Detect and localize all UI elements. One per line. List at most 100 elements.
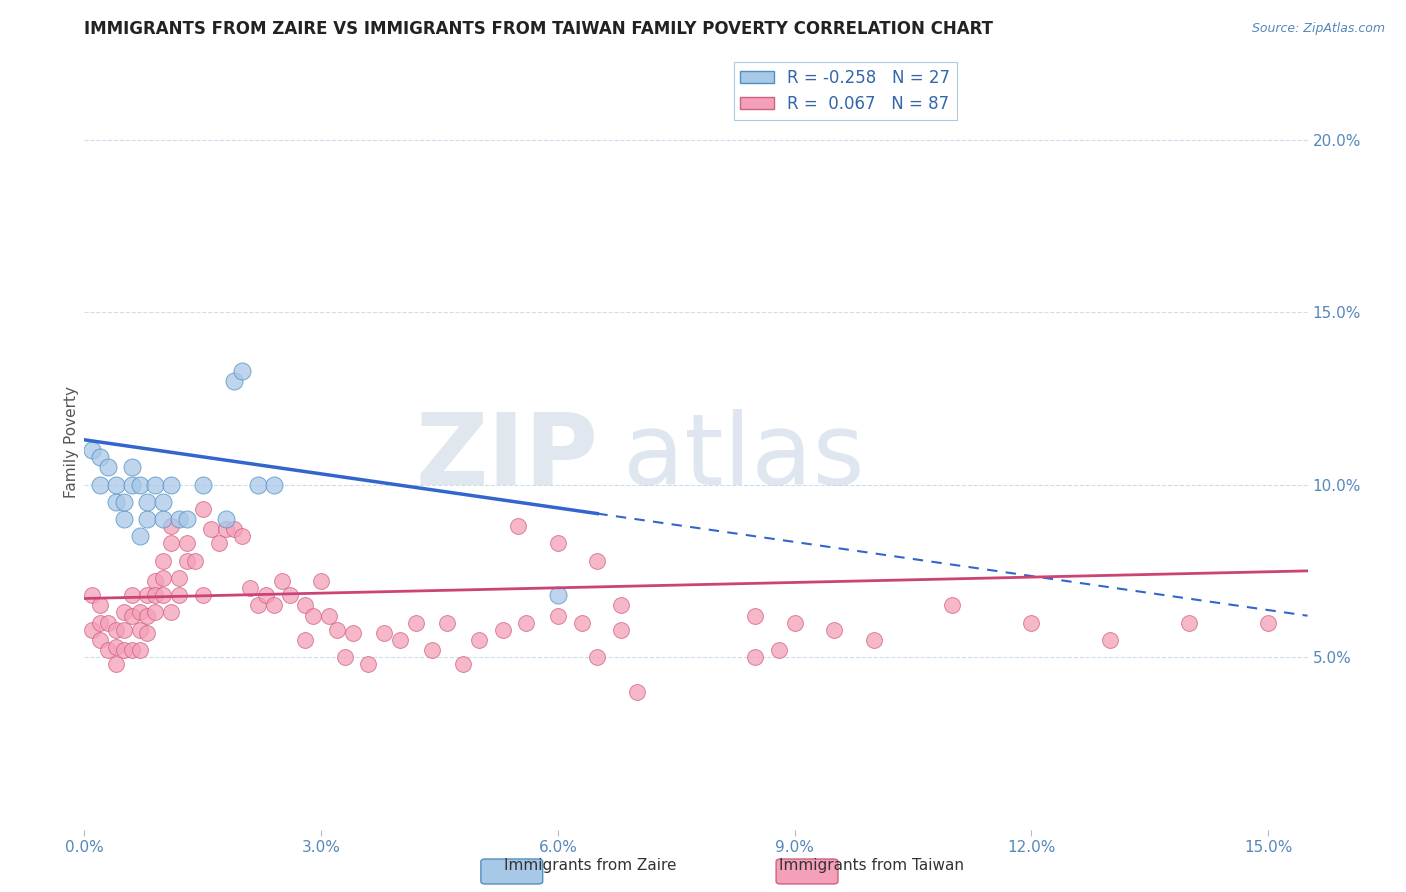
Point: [104, 657, 127, 671]
Point: [82, 588, 104, 602]
Point: [112, 495, 135, 509]
Point: [104, 477, 127, 491]
Point: [294, 632, 316, 647]
Point: [309, 574, 332, 589]
Point: [586, 650, 609, 665]
Y-axis label: Family Poverty: Family Poverty: [63, 385, 79, 498]
Legend: R = -0.258   N = 27, R =  0.067   N = 87: R = -0.258 N = 27, R = 0.067 N = 87: [734, 62, 956, 120]
Point: [112, 623, 135, 637]
Point: [160, 536, 183, 550]
Point: [246, 477, 269, 491]
Point: [326, 623, 349, 637]
Point: [176, 536, 198, 550]
Point: [191, 477, 214, 491]
Point: [128, 529, 150, 543]
Point: [200, 523, 222, 537]
Point: [1178, 615, 1201, 630]
Point: [231, 364, 253, 378]
Point: [941, 599, 963, 613]
Point: [145, 605, 167, 619]
Point: [89, 632, 111, 647]
Point: [152, 571, 174, 585]
Point: [547, 588, 569, 602]
Point: [176, 512, 198, 526]
Point: [97, 643, 120, 657]
Point: [420, 643, 443, 657]
Point: [82, 443, 104, 458]
Point: [121, 477, 143, 491]
Point: [160, 477, 183, 491]
Point: [823, 623, 845, 637]
Point: [610, 623, 633, 637]
Point: [278, 588, 301, 602]
Point: [547, 608, 569, 623]
Point: [405, 615, 427, 630]
Point: [547, 536, 569, 550]
Point: [104, 623, 127, 637]
Point: [176, 553, 198, 567]
Point: [491, 623, 513, 637]
Point: [744, 650, 766, 665]
Point: [128, 623, 150, 637]
Point: [207, 536, 229, 550]
Text: atlas: atlas: [623, 409, 865, 506]
Point: [768, 643, 790, 657]
Point: [121, 643, 143, 657]
Point: [862, 632, 884, 647]
Point: [318, 608, 340, 623]
Point: [121, 588, 143, 602]
Point: [263, 477, 285, 491]
Point: [152, 512, 174, 526]
Point: [152, 553, 174, 567]
Point: [97, 460, 120, 475]
Text: Source: ZipAtlas.com: Source: ZipAtlas.com: [1251, 22, 1385, 36]
Point: [128, 477, 150, 491]
Point: [167, 571, 190, 585]
Point: [626, 684, 648, 698]
Point: [436, 615, 458, 630]
Point: [152, 588, 174, 602]
Point: [152, 495, 174, 509]
Point: [136, 588, 159, 602]
Point: [160, 519, 183, 533]
Point: [246, 599, 269, 613]
Point: [128, 605, 150, 619]
Point: [112, 605, 135, 619]
Point: [302, 608, 325, 623]
Point: [239, 581, 262, 595]
Point: [136, 626, 159, 640]
Text: IMMIGRANTS FROM ZAIRE VS IMMIGRANTS FROM TAIWAN FAMILY POVERTY CORRELATION CHART: IMMIGRANTS FROM ZAIRE VS IMMIGRANTS FROM…: [84, 21, 994, 38]
Point: [744, 608, 766, 623]
Point: [167, 512, 190, 526]
Point: [145, 574, 167, 589]
Point: [451, 657, 474, 671]
Point: [224, 523, 246, 537]
Point: [508, 519, 530, 533]
Point: [121, 608, 143, 623]
Point: [270, 574, 292, 589]
Point: [136, 495, 159, 509]
Point: [104, 495, 127, 509]
Point: [389, 632, 412, 647]
Point: [136, 608, 159, 623]
Point: [89, 450, 111, 464]
Point: [136, 512, 159, 526]
Point: [89, 599, 111, 613]
Point: [515, 615, 537, 630]
Point: [215, 512, 238, 526]
Point: [104, 640, 127, 654]
Point: [783, 615, 806, 630]
Point: [167, 588, 190, 602]
Point: [97, 615, 120, 630]
Point: [254, 588, 277, 602]
Point: [586, 553, 609, 567]
Point: [263, 599, 285, 613]
Point: [224, 374, 246, 388]
Point: [294, 599, 316, 613]
Point: [112, 512, 135, 526]
Point: [89, 477, 111, 491]
Text: ZIP: ZIP: [415, 409, 598, 506]
Point: [121, 460, 143, 475]
Point: [89, 615, 111, 630]
Point: [610, 599, 633, 613]
